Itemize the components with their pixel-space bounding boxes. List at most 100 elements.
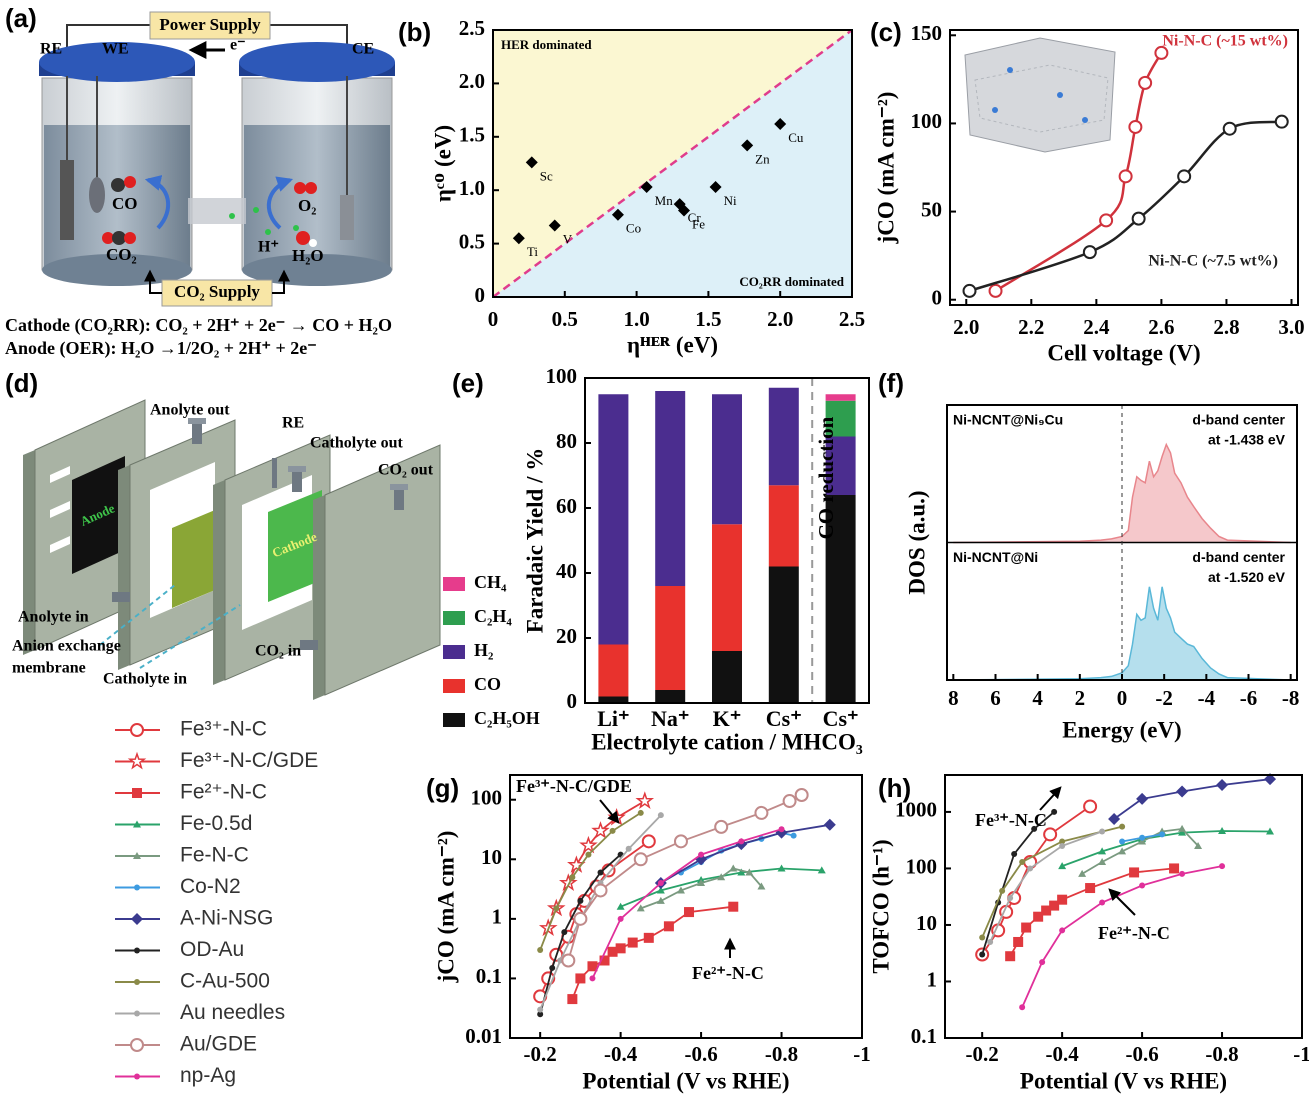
- marker: [625, 845, 632, 852]
- marker: [1007, 894, 1014, 901]
- marker: [790, 832, 797, 839]
- marker: [1019, 1004, 1026, 1011]
- dot: [1007, 67, 1013, 73]
- x-axis-title: Potential (V vs RHE): [1020, 1068, 1227, 1093]
- marker: [817, 866, 826, 874]
- annotation: Fe²⁺-N-C: [1098, 923, 1170, 943]
- diagonal: [492, 28, 853, 299]
- y-tick-label: 1: [927, 967, 938, 991]
- annotation-arrow: [1039, 786, 1062, 811]
- marker: [132, 788, 142, 798]
- marker: [133, 852, 141, 859]
- reference-electrode: [60, 160, 74, 240]
- label: Catholyte out: [310, 435, 404, 452]
- annotation: Fe³⁺-N-C: [975, 810, 1047, 830]
- marker: [1043, 827, 1058, 842]
- y-tick-label: 100: [471, 786, 503, 810]
- port: [394, 488, 404, 510]
- marker: [1005, 951, 1016, 962]
- atom: [296, 231, 310, 245]
- marker: [1138, 75, 1153, 90]
- plot-frame: [949, 29, 1299, 306]
- marker: [697, 878, 706, 886]
- x-tick-label: 2.0: [767, 307, 793, 331]
- x-tick-label: -2: [1155, 686, 1173, 710]
- marker: [987, 938, 994, 945]
- equation: Cathode (CO₂RR): CO₂ + 2H⁺ + 2e⁻ → CO + …: [5, 315, 392, 336]
- x-tick-label: 6: [990, 686, 1001, 710]
- atom: [309, 239, 317, 247]
- plate-side: [118, 465, 130, 670]
- marker: [1218, 826, 1227, 834]
- legend-label: C-Au-500: [180, 970, 270, 993]
- marker: [1264, 773, 1277, 786]
- marker: [754, 805, 769, 820]
- x-tick-label: -8: [1282, 686, 1300, 710]
- dot: [1082, 117, 1088, 123]
- lid-left-top: [39, 42, 195, 82]
- marker: [782, 794, 797, 809]
- marker: [537, 1011, 544, 1018]
- marker: [698, 851, 705, 858]
- x-tick-label: 1.5: [695, 307, 721, 331]
- panel-label: (h): [878, 773, 911, 803]
- marker: [1138, 837, 1147, 845]
- port: [192, 422, 202, 444]
- point-label: Mn: [655, 193, 674, 208]
- legend-swatch: [443, 679, 465, 693]
- marker: [714, 819, 729, 834]
- y-tick-label: 1.5: [459, 123, 485, 147]
- marker: [573, 911, 588, 926]
- marker: [656, 896, 665, 904]
- x-tick-label: Li⁺: [597, 706, 629, 731]
- y-tick-label: 0.5: [459, 229, 485, 253]
- plate-side: [313, 495, 325, 700]
- marker: [777, 864, 786, 872]
- marker: [1099, 899, 1106, 906]
- y-tick-label: 100: [906, 854, 938, 878]
- bar-segment: [712, 651, 742, 703]
- y-tick-label: 0.01: [465, 1024, 502, 1048]
- x-tick-label: -6: [1240, 686, 1258, 710]
- marker: [1118, 169, 1133, 184]
- marker: [1041, 905, 1052, 916]
- x-tick-label: 4: [1032, 686, 1043, 710]
- supply-line: [144, 269, 162, 294]
- slot: [50, 501, 70, 518]
- atom: [111, 178, 125, 192]
- atom: [305, 182, 317, 194]
- annotation: Fe²⁺-N-C: [692, 963, 764, 983]
- marker: [1057, 894, 1068, 905]
- marker: [607, 946, 618, 957]
- y-axis-title: jCO (mA cm⁻²): [873, 92, 898, 245]
- marker: [1033, 911, 1044, 922]
- proton: [253, 207, 259, 213]
- panel-label: (f): [878, 368, 904, 398]
- working-electrode: [89, 177, 105, 213]
- y-tick-label: 10: [481, 845, 502, 869]
- plot-frame: [946, 404, 1298, 681]
- point-label: V: [563, 231, 573, 246]
- y-tick-label: 0: [475, 283, 486, 307]
- x-tick-label: 8: [948, 686, 959, 710]
- legend-label: OD-Au: [180, 938, 244, 961]
- plate-side: [213, 480, 225, 685]
- dot: [1057, 92, 1063, 98]
- atom: [124, 232, 136, 244]
- x-tick-label: K⁺: [713, 706, 742, 731]
- y-tick-label: 10: [916, 911, 937, 935]
- point-label: Ti: [527, 244, 538, 259]
- marker: [134, 947, 140, 954]
- legend-label: Au/GDE: [180, 1033, 257, 1056]
- label: CO: [112, 194, 138, 213]
- marker: [561, 953, 576, 968]
- marker: [1154, 45, 1169, 60]
- series-line: [591, 828, 782, 979]
- marker: [1098, 847, 1107, 855]
- marker: [1108, 812, 1121, 825]
- marker: [1176, 785, 1189, 798]
- y-tick-label: 100: [546, 364, 578, 388]
- x-tick-label: Na⁺: [651, 706, 690, 731]
- marker: [1039, 959, 1046, 966]
- marker: [1059, 842, 1066, 849]
